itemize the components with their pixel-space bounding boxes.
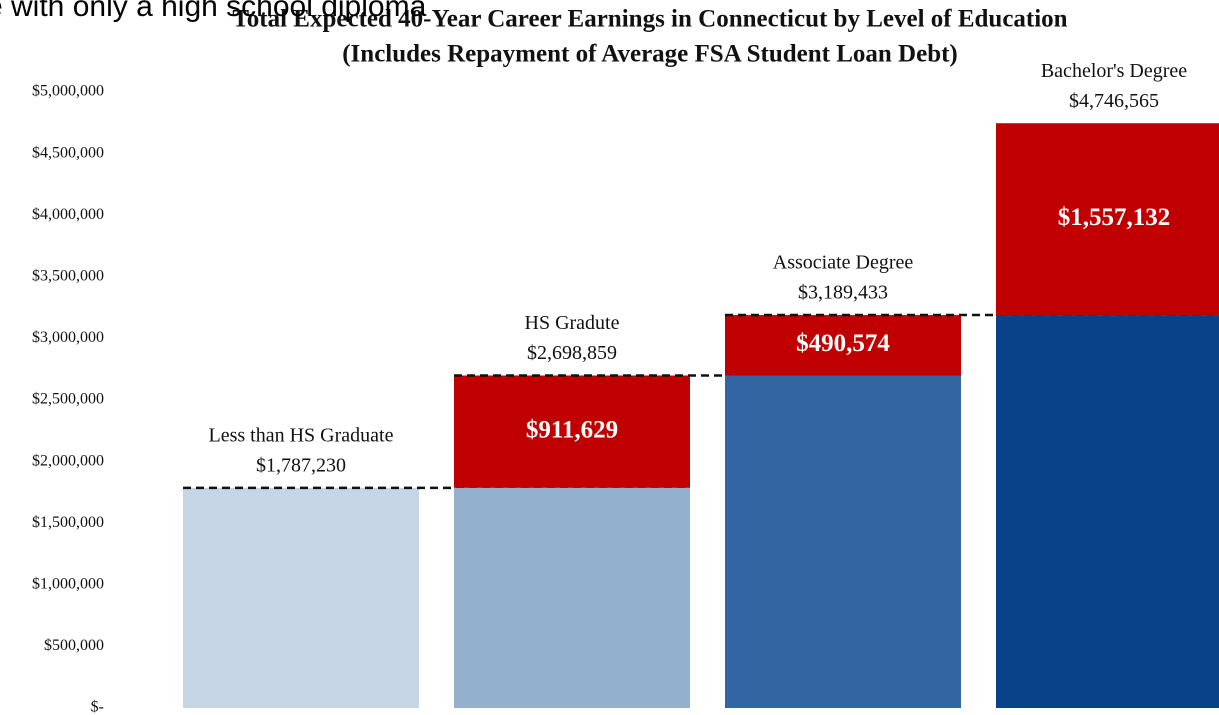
category-label: Less than HS Graduate [209,424,394,446]
bar-segment [183,487,419,708]
y-tick-label: $3,000,000 [32,329,104,346]
y-tick-label: $2,000,000 [32,452,104,469]
bar-segment [996,315,1219,708]
y-tick-label: $3,500,000 [32,267,104,284]
y-tick-label: $500,000 [44,637,104,654]
total-label: $1,787,230 [256,454,346,476]
y-tick-label: $4,000,000 [32,206,104,223]
bar-segment [725,375,961,708]
y-tick-label: $5,000,000 [32,83,104,100]
category-label: Bachelor's Degree [1041,60,1187,82]
chart-subtitle: (Includes Repayment of Average FSA Stude… [342,41,958,68]
total-label: $3,189,433 [798,282,888,304]
segment-label: $911,629 [526,416,618,443]
segment-label: $1,557,132 [1058,204,1171,231]
bar-segment [454,375,690,488]
y-tick-label: $- [91,699,104,715]
category-label: HS Gradute [525,312,620,334]
category-label: Associate Degree [773,252,914,274]
chart-title: Total Expected 40-Year Career Earnings i… [232,6,1067,33]
y-tick-label: $4,500,000 [32,144,104,161]
y-tick-label: $1,500,000 [32,514,104,531]
bar-segment [996,123,1219,316]
overlay-text: e with only a high school diploma [0,0,427,23]
total-label: $4,746,565 [1069,90,1159,112]
bar-segment [725,315,961,376]
y-tick-label: $2,500,000 [32,391,104,408]
segment-label: $490,574 [796,330,890,357]
bar-segment [454,487,690,708]
total-label: $2,698,859 [527,342,617,364]
y-tick-label: $1,000,000 [32,575,104,592]
